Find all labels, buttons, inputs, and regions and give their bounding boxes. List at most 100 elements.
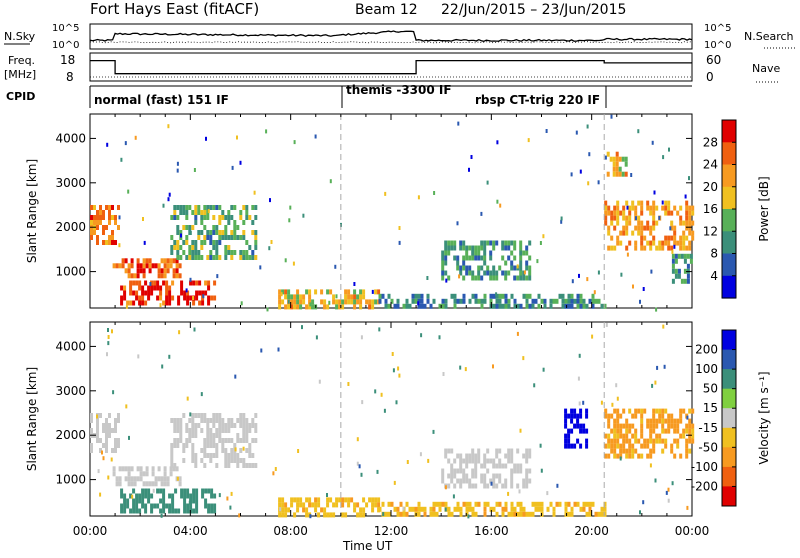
data-cell: [477, 275, 481, 281]
data-cell: [631, 448, 635, 454]
data-cell: [607, 205, 611, 211]
data-cell: [359, 294, 363, 300]
data-cell: [606, 171, 610, 177]
data-cell: [462, 240, 466, 246]
beam-label: Beam 12: [355, 2, 418, 18]
data-cell: [128, 435, 130, 440]
data-cell: [290, 502, 294, 508]
noise-search-line: [89, 41, 692, 44]
data-cell: [671, 249, 674, 254]
data-cell: [634, 433, 638, 439]
data-cell: [118, 263, 122, 269]
data-cell: [302, 294, 306, 300]
data-cell: [634, 240, 638, 246]
data-cell: [518, 489, 521, 494]
data-cell: [646, 205, 650, 211]
data-cell: [176, 205, 180, 210]
data-cell: [248, 423, 252, 428]
data-cell: [141, 285, 145, 291]
data-cell: [135, 508, 139, 514]
data-cell: [664, 200, 668, 206]
data-cell: [664, 418, 668, 424]
data-cell: [567, 511, 571, 517]
data-cell: [402, 511, 406, 517]
data-cell: [457, 121, 460, 126]
data-cell: [144, 493, 148, 499]
data-cell: [626, 252, 629, 257]
data-cell: [185, 225, 189, 230]
data-cell: [215, 413, 219, 418]
data-cell: [108, 413, 111, 418]
data-cell: [670, 423, 674, 429]
data-cell: [112, 466, 116, 472]
data-cell: [163, 273, 167, 279]
data-cell: [426, 276, 429, 280]
data-cell: [564, 408, 568, 414]
data-cell: [519, 255, 523, 261]
data-cell: [356, 437, 359, 442]
data-cell: [453, 303, 457, 309]
data-cell: [210, 493, 214, 499]
data-cell: [326, 502, 330, 508]
data-cell: [450, 478, 454, 484]
colorbar-segment: [722, 330, 736, 351]
data-cell: [414, 293, 418, 299]
data-cell: [185, 235, 189, 240]
data-cell: [162, 488, 166, 494]
data-cell: [567, 298, 571, 304]
data-cell: [163, 258, 167, 264]
data-cell: [671, 481, 674, 486]
y-tick-label: 3000: [55, 384, 86, 398]
data-cell: [507, 245, 511, 251]
data-cell: [160, 476, 164, 482]
data-cell: [630, 173, 633, 177]
data-cell: [676, 443, 680, 449]
data-cell: [525, 293, 529, 299]
data-cell: [480, 275, 484, 281]
data-cell: [661, 245, 665, 251]
data-cell: [667, 413, 671, 419]
data-cell: [120, 157, 123, 162]
data-cell: [543, 303, 547, 309]
data-cell: [133, 481, 137, 487]
data-cell: [496, 140, 499, 145]
data-cell: [245, 448, 249, 453]
data-cell: [667, 498, 670, 503]
data-cell: [393, 480, 396, 485]
data-cell: [649, 225, 653, 231]
data-cell: [224, 463, 228, 468]
y-tick-label: 4000: [55, 131, 86, 145]
data-cell: [525, 453, 529, 459]
data-cell: [161, 364, 164, 369]
data-cell: [117, 413, 120, 418]
data-cell: [185, 210, 189, 215]
data-cell: [99, 448, 102, 453]
data-cell: [218, 423, 222, 428]
data-cell: [507, 491, 510, 496]
data-cell: [194, 458, 198, 463]
data-cell: [284, 304, 288, 310]
data-cell: [688, 428, 692, 434]
data-cell: [145, 466, 149, 472]
data-cell: [308, 294, 312, 300]
data-cell: [165, 295, 169, 301]
data-cell: [200, 418, 204, 423]
colorbar-segment: [722, 466, 736, 487]
data-cell: [120, 493, 124, 499]
data-cell: [438, 303, 442, 309]
data-cell: [165, 503, 169, 509]
data-cell: [245, 423, 249, 428]
data-cell: [230, 453, 234, 458]
data-cell: [358, 464, 361, 469]
data-cell: [625, 225, 629, 231]
data-cell: [489, 255, 493, 261]
cpid-segment-2: themis -3300 IF: [346, 83, 452, 97]
data-cell: [203, 413, 207, 418]
data-cell: [105, 423, 108, 428]
y-tick-label: 1000: [55, 473, 86, 487]
data-cell: [268, 246, 271, 251]
data-cell: [377, 502, 381, 508]
data-cell: [191, 413, 195, 418]
data-cell: [465, 453, 469, 459]
data-cell: [615, 383, 618, 388]
